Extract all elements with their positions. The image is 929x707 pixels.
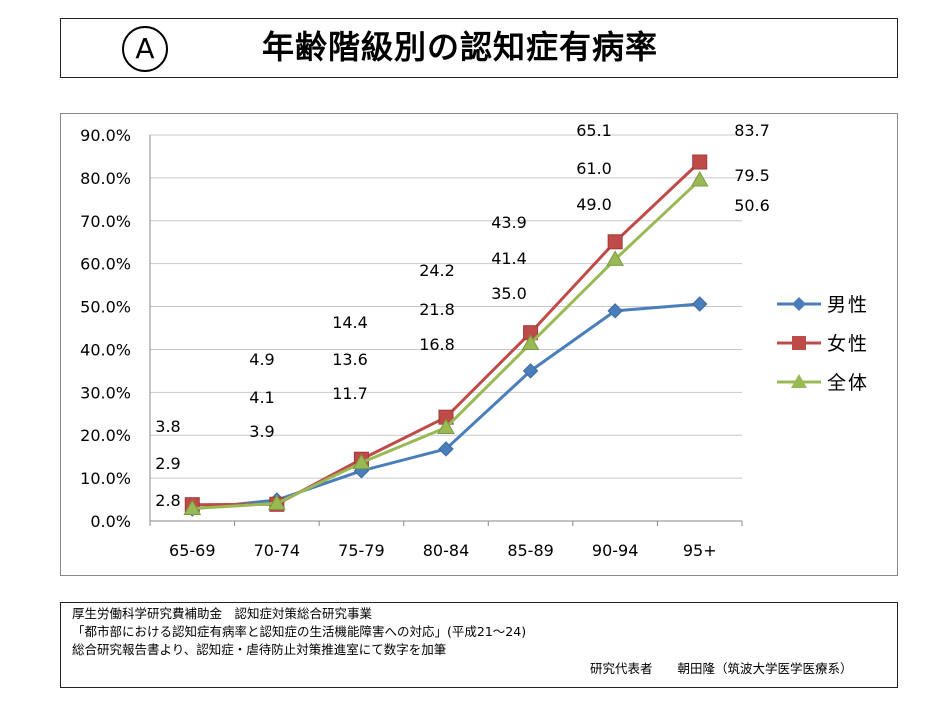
x-tick-label: 70-74 (254, 541, 301, 560)
source-line-1: 厚生労働科学研究費補助金 認知症対策総合研究事業 (72, 606, 373, 621)
x-tick-label: 75-79 (338, 541, 385, 560)
data-label: 11.7 (332, 384, 368, 403)
data-label: 13.6 (332, 350, 368, 369)
y-tick-label: 20.0% (80, 426, 131, 445)
x-tick-label: 80-84 (423, 541, 470, 560)
marker-total (267, 494, 286, 510)
data-label: 79.5 (734, 166, 770, 185)
marker-total (352, 453, 371, 470)
legend-marker-female (792, 336, 806, 350)
data-label: 2.9 (155, 454, 180, 473)
y-tick-label: 90.0% (80, 126, 131, 145)
marker-total (437, 418, 455, 435)
data-label: 4.9 (249, 350, 274, 369)
data-label: 4.1 (249, 388, 274, 407)
marker-total (690, 171, 709, 187)
y-tick-label: 50.0% (80, 298, 131, 317)
data-label: 43.9 (491, 213, 527, 232)
y-tick-label: 80.0% (80, 169, 131, 188)
data-label: 50.6 (734, 196, 770, 215)
data-label: 14.4 (332, 313, 368, 332)
legend-label: 男性 (827, 294, 869, 316)
source-note-box (60, 602, 898, 688)
source-line-2: 「都市部における認知症有病率と認知症の生活機能障害への対応」(平成21～24) (72, 624, 527, 639)
y-tick-label: 0.0% (90, 512, 131, 531)
legend-marker-male (792, 297, 806, 311)
y-tick-label: 40.0% (80, 340, 131, 359)
panel-label-circle: A (122, 26, 168, 72)
marker-male (522, 363, 539, 379)
chart-frame (60, 113, 898, 576)
data-label: 21.8 (419, 300, 455, 319)
title-box (60, 18, 898, 78)
y-tick-label: 30.0% (80, 383, 131, 402)
data-label: 35.0 (491, 284, 527, 303)
data-label: 65.1 (576, 121, 612, 140)
marker-female (692, 154, 708, 170)
principal-investigator: 研究代表者 朝田隆（筑波大学医学医療系） (590, 661, 853, 676)
marker-male (607, 303, 623, 319)
marker-female (607, 234, 623, 250)
y-tick-label: 10.0% (80, 469, 131, 488)
data-label: 3.9 (249, 422, 274, 441)
data-label: 2.8 (155, 491, 180, 510)
data-label: 61.0 (576, 159, 612, 178)
x-tick-label: 85-89 (507, 541, 554, 560)
data-label: 24.2 (419, 261, 455, 280)
data-label: 3.8 (155, 417, 180, 436)
x-tick-label: 90-94 (592, 541, 639, 560)
marker-male (692, 296, 708, 312)
legend-marker-total (791, 374, 807, 388)
y-tick-label: 60.0% (80, 255, 131, 274)
marker-total (183, 499, 202, 516)
x-tick-label: 65-69 (169, 541, 216, 560)
data-label: 41.4 (491, 249, 527, 268)
data-label: 49.0 (576, 195, 612, 214)
data-label: 83.7 (734, 121, 770, 140)
data-label: 16.8 (419, 335, 455, 354)
page-title: 年齢階級別の認知症有病率 (261, 28, 658, 66)
marker-male (438, 441, 454, 457)
legend-label: 女性 (827, 333, 869, 355)
source-line-3: 総合研究報告書より、認知症・虐待防止対策推進室にて数字を加筆 (72, 642, 447, 657)
x-tick-label: 95+ (683, 541, 717, 560)
marker-total (606, 250, 625, 266)
marker-total (521, 334, 540, 350)
legend-label: 全体 (827, 372, 869, 394)
y-tick-label: 70.0% (80, 212, 131, 231)
